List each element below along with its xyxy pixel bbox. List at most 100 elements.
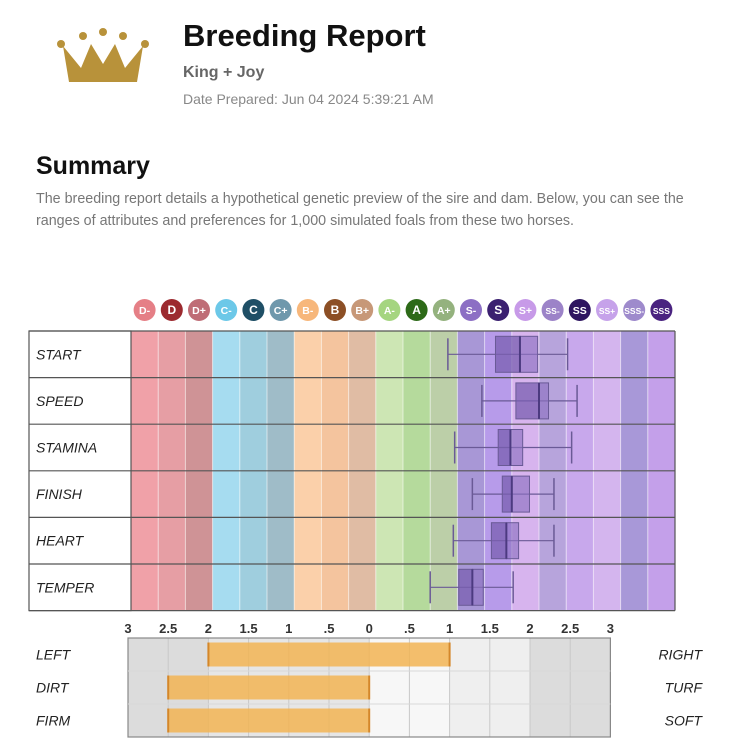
grade-label: D- [139,305,151,317]
grade-label: A [412,303,421,317]
grade-badge-s- [460,299,482,321]
report-title: Breeding Report [183,18,426,53]
pref-right-label: TURF [665,680,704,696]
pref-band [449,638,490,737]
date-prepared: Date Prepared: Jun 04 2024 5:39:21 AM [183,91,434,107]
x-tick-label: .5 [324,621,335,636]
x-tick-label: 2 [205,621,212,636]
x-tick-label: 1.5 [240,621,258,636]
pref-bar-left [208,642,450,667]
grade-label: S+ [519,305,532,317]
box-upper [509,429,524,466]
summary-text: The breeding report details a hypothetic… [36,191,684,229]
boxplot-start [447,335,569,373]
boxplot-heart [452,522,555,560]
grade-label: A+ [437,305,451,317]
pref-frame [127,637,611,738]
grade-label: C- [221,305,233,317]
pair-name: King + Joy [183,64,265,81]
x-tick-label: 1 [285,621,292,636]
summary-heading: Summary [36,152,150,180]
box-lower [515,382,540,420]
box-upper [511,475,530,513]
grade-label: S [494,303,502,317]
breeding-chart: D- D D+ C- C C+ B- B B+ A- A A+ S- S S+ SS- SS SS+ SSS- SSS… [28,299,704,738]
pref-right-label: SOFT [665,713,704,729]
box-upper [471,568,484,606]
grade-badge-d+ [188,299,210,321]
grade-badge-a [405,299,428,321]
grade-label: A- [384,305,396,317]
grade-label: B [331,303,340,317]
x-tick-label: 3 [607,621,614,636]
grade-label: SS+ [599,306,615,316]
pref-band [570,638,611,737]
pref-band [530,638,571,737]
grade-badge-ss+ [596,299,618,321]
grade-label: SS- [546,306,560,316]
grade-label: C [249,303,258,317]
pref-left-label: LEFT [36,647,72,663]
x-tick-label: 2.5 [159,621,177,636]
x-tick-label: 1.5 [481,621,499,636]
pref-left-label: FIRM [36,713,71,729]
grade-label: D+ [192,305,206,317]
grade-badge-s [487,299,510,321]
boxplot-stamina [453,429,573,466]
grade-label: SS [573,305,587,317]
box-upper [538,382,550,420]
grade-label: S- [466,305,477,317]
boxplot-finish [471,475,555,513]
grade-badge-ss- [541,299,564,321]
pref-band [489,638,530,737]
box-lower [497,429,511,466]
grade-badge-sss [650,299,673,321]
box-upper [519,335,539,373]
grade-badge-ss [568,299,591,321]
pref-bar-firm [168,708,370,733]
attribute-label: HEART [36,533,85,549]
attribute-label: SPEED [36,393,83,409]
x-tick-label: 0 [366,621,373,636]
attribute-label: START [36,346,82,362]
grade-badge-sss- [623,299,646,321]
crown-icon [57,28,149,82]
pref-band [128,638,169,737]
pref-right-label: RIGHT [658,647,703,663]
pref-bar-dirt [168,675,370,700]
grade-label: SSS [653,306,670,316]
x-tick-label: 2.5 [561,621,579,636]
x-tick-label: 1 [446,621,453,636]
box-lower [501,475,513,513]
x-tick-label: 2 [526,621,533,636]
grade-badge-a+ [432,299,455,321]
boxplot-temper [429,568,514,606]
grade-badge-b- [296,299,319,321]
grade-label: SSS- [624,306,644,316]
attribute-label: FINISH [36,486,83,502]
grade-label: D [167,303,176,317]
grade-badge-c- [215,299,238,321]
grade-label: B- [302,305,314,317]
box-upper [505,522,520,560]
grade-badge-s+ [514,299,537,321]
attribute-label: STAMINA [36,440,97,456]
pref-left-label: DIRT [36,680,70,696]
attribute-label: TEMPER [36,579,94,595]
grade-label: B+ [355,305,369,317]
x-tick-label: .5 [404,621,415,636]
box-lower [494,335,521,373]
grade-badge-b+ [351,299,374,321]
grade-badge-c+ [269,299,292,321]
box-lower [458,568,473,606]
grade-badge-d [160,299,183,321]
report-header: Breeding Report King + Joy Date Prepared… [0,0,731,120]
grade-label: C+ [274,305,288,317]
x-tick-label: 3 [124,621,131,636]
grade-badge-b [324,299,346,321]
boxplot-speed [481,382,578,420]
box-lower [490,522,507,560]
grade-badge-d- [133,299,156,321]
grade-badge-c [242,299,265,321]
grade-badge-a- [378,299,401,321]
